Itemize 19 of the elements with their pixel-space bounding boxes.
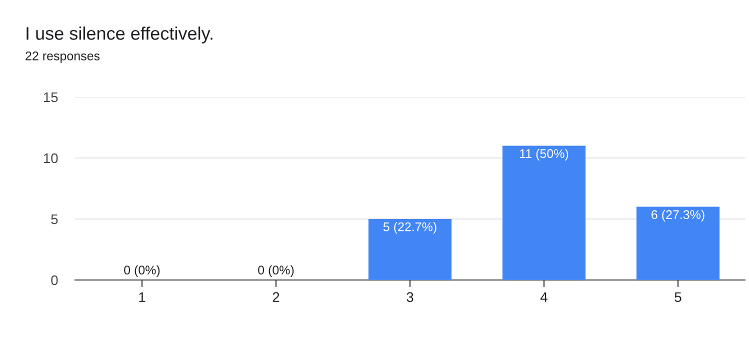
bar [636,206,720,280]
data-label: 6 (27.3%) [652,210,704,222]
x-tick-label: 1 [139,292,146,302]
y-tick-label: 0 [51,275,58,286]
chart-title: I use silence effectively. [26,26,212,44]
y-tick-label: 15 [44,92,58,102]
data-label: 0 (0%) [258,265,294,277]
y-tick-label: 5 [51,214,58,224]
x-tick-label: 2 [272,292,280,302]
y-tick-label: 10 [44,153,58,164]
x-tick-label: 4 [540,292,548,302]
bar [502,146,586,280]
x-tick-label: 5 [674,292,682,302]
data-label: 11 (50%) [520,148,568,160]
chart-subtitle: 22 responses [26,52,100,63]
data-label: 0 (0%) [124,265,160,277]
x-tick-label: 3 [406,292,414,302]
bar [368,219,452,280]
data-label: 5 (22.7%) [383,222,436,234]
